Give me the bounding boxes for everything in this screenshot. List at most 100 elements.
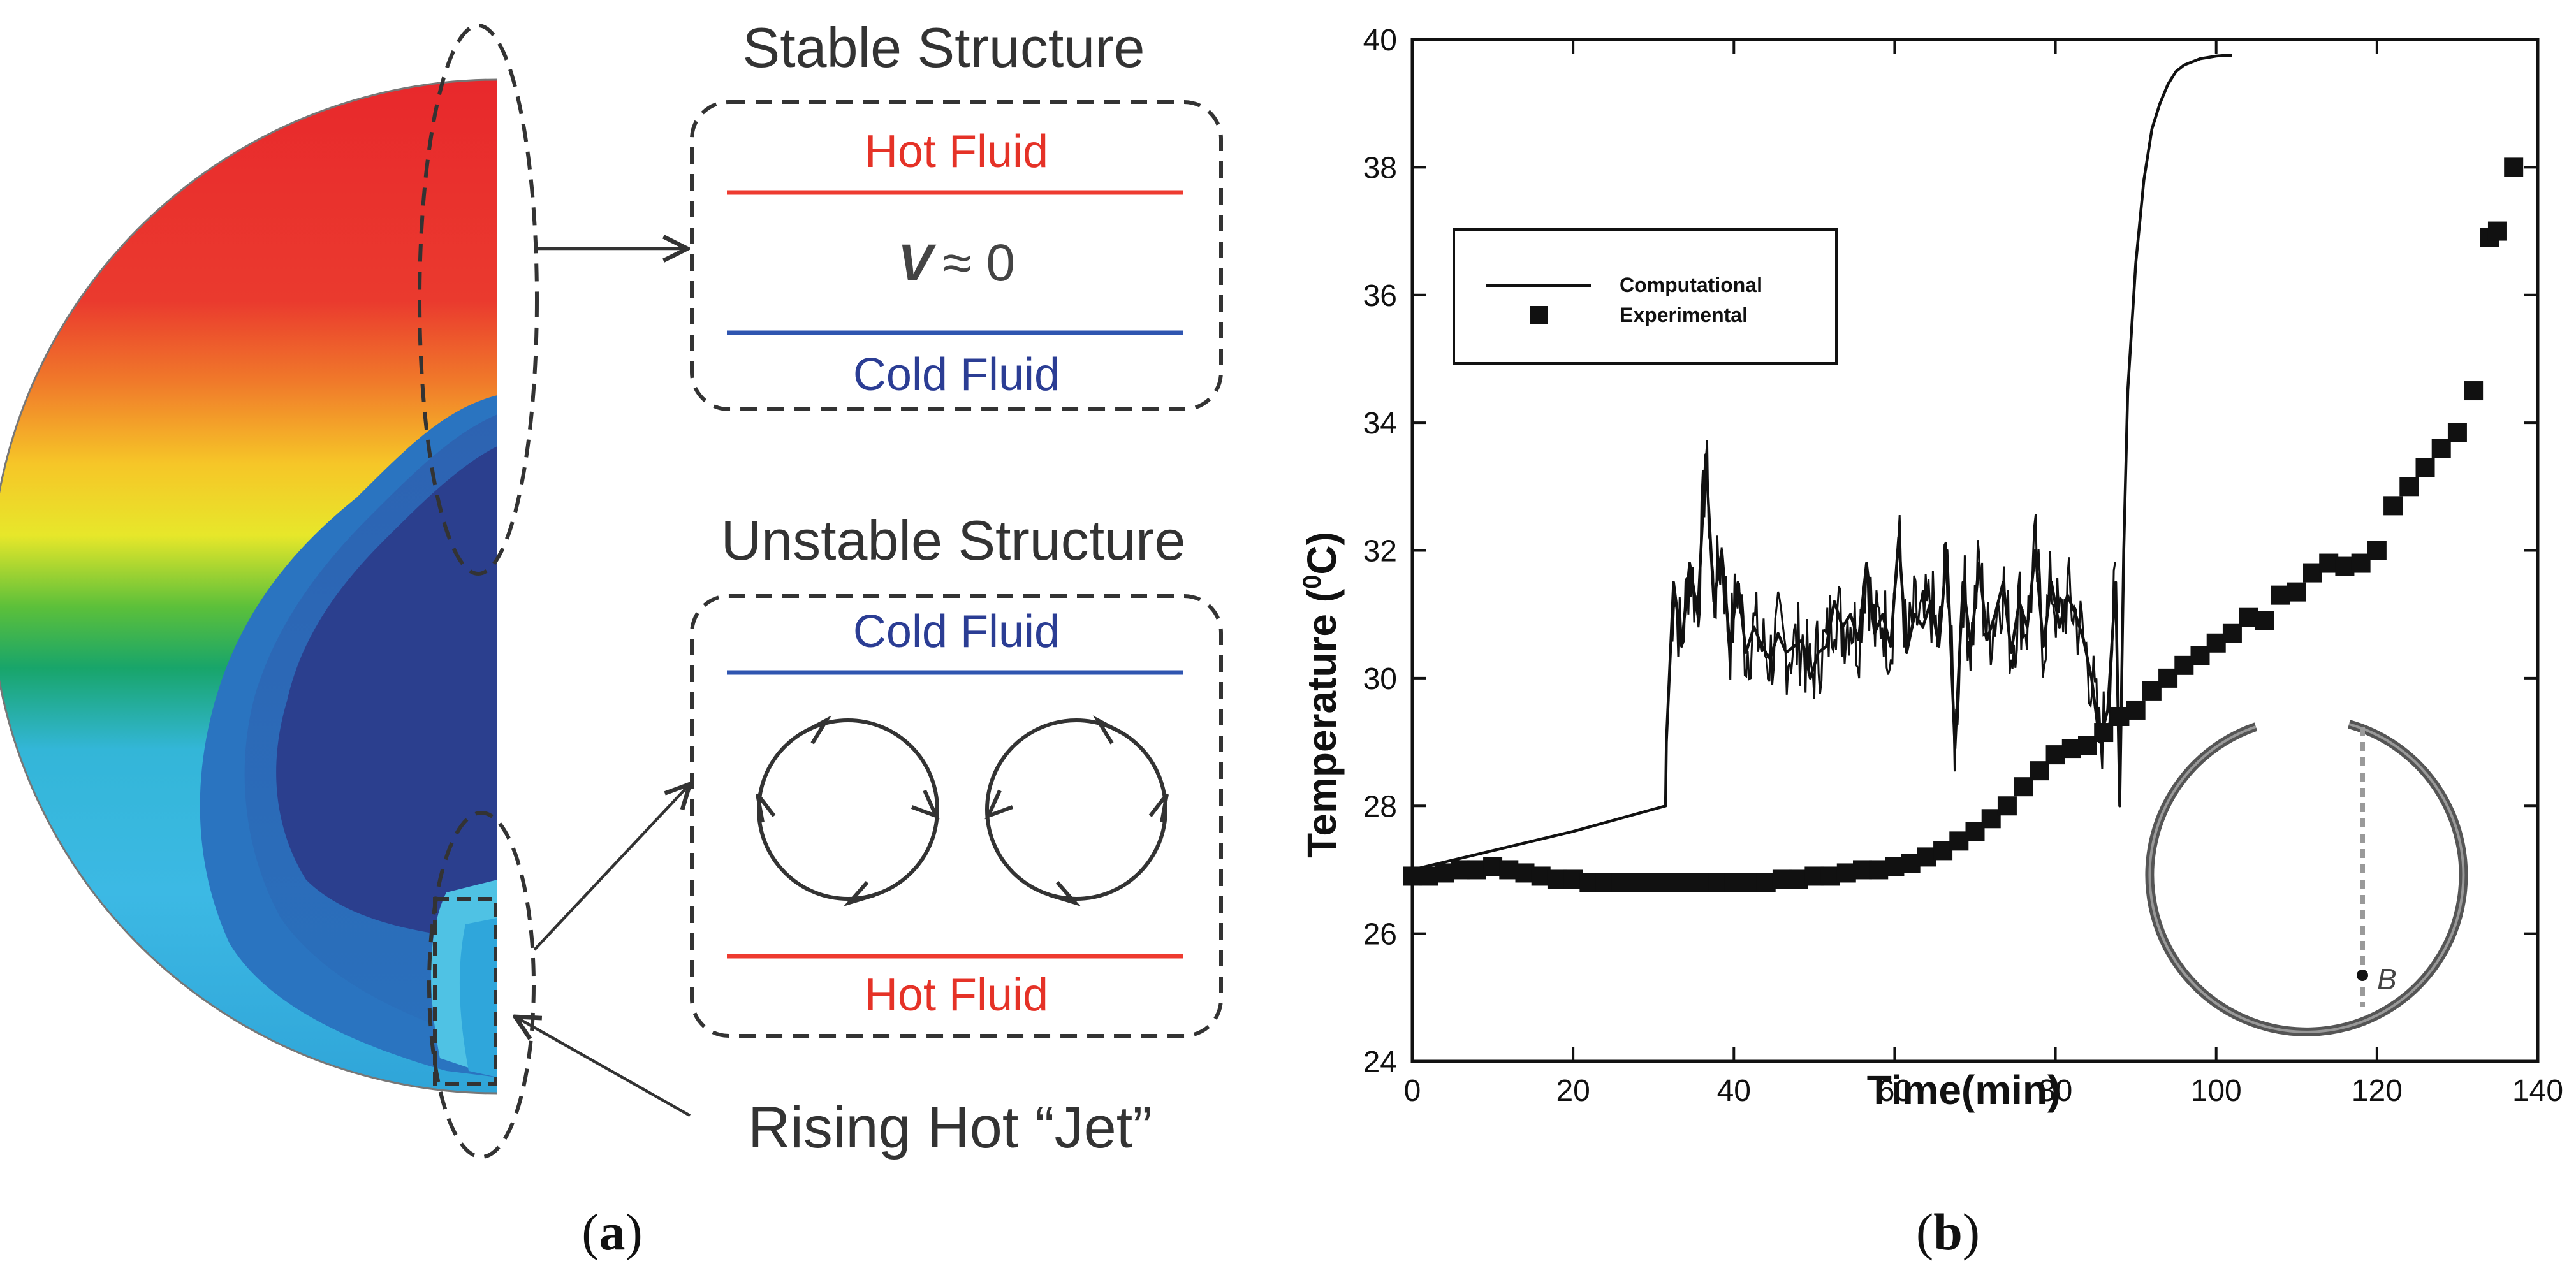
jet-arrow <box>515 1017 691 1117</box>
unstable-structure-box <box>690 594 1223 1038</box>
series-experimental-marker <box>2271 585 2290 605</box>
series-experimental-marker <box>1869 860 1889 880</box>
unstable-structure-title: Unstable Structure <box>721 509 1186 572</box>
legend: Computational Experimental <box>1453 228 1838 365</box>
series-experimental-marker <box>1419 866 1438 886</box>
unstable-hot-fluid-label: Hot Fluid <box>865 970 1048 1021</box>
probe-point-label: B <box>2377 963 2397 996</box>
y-tick-label: 28 <box>1363 790 1397 824</box>
series-experimental-marker <box>1917 847 1936 867</box>
series-experimental-marker <box>1531 866 1551 886</box>
series-experimental-marker <box>1901 854 1921 873</box>
series-experimental-marker <box>1804 866 1824 886</box>
series-experimental-marker <box>2222 623 2242 643</box>
legend-experimental-label: Experimental <box>1620 303 1748 326</box>
velocity-zero-label: V ≈ 0 <box>898 234 1015 292</box>
series-experimental-marker <box>2504 157 2524 177</box>
series-experimental-marker <box>1853 860 1872 880</box>
series-experimental-marker <box>1949 831 1969 851</box>
series-experimental-marker <box>2014 777 2033 797</box>
series-experimental-marker <box>1644 873 1664 892</box>
y-tick-label: 34 <box>1363 407 1397 440</box>
series-computational-line <box>1412 54 2232 871</box>
series-experimental-marker <box>2142 681 2162 701</box>
y-tick-label: 36 <box>1363 279 1397 313</box>
series-experimental-marker <box>2078 736 2097 755</box>
series-experimental-marker <box>2287 582 2306 602</box>
series-experimental-marker <box>1836 863 1856 883</box>
series-experimental-marker <box>2110 706 2130 726</box>
series-experimental-marker <box>1435 863 1454 883</box>
series-experimental-marker <box>1403 866 1422 886</box>
series-experimental-marker <box>1483 857 1503 876</box>
series-experimental-marker <box>2383 496 2403 516</box>
series-experimental-marker <box>2158 668 2178 688</box>
series-experimental-marker <box>2126 700 2146 720</box>
jet-caption: Rising Hot “Jet” <box>748 1095 1152 1160</box>
series-experimental-marker <box>2431 439 2451 458</box>
legend-experimental-swatch <box>1530 306 1548 324</box>
series-experimental-marker <box>1756 873 1776 892</box>
series-experimental-marker <box>2190 646 2210 665</box>
series-experimental-marker <box>2367 541 2387 560</box>
series-experimental-marker <box>1499 860 1519 880</box>
upper-highlight-ellipse <box>418 24 539 576</box>
axis-ticks: 0 20 40 60 80 100 120 140 24 26 28 30 32 34 36 38 40 <box>1363 24 2563 1108</box>
series-experimental-marker <box>1997 796 2017 816</box>
series-experimental-marker <box>2319 553 2339 573</box>
series-experimental-marker <box>2094 723 2114 743</box>
series-experimental-marker <box>1724 873 1744 892</box>
series-experimental-marker <box>2174 655 2194 675</box>
y-axis-label: Temperature (0C) <box>1298 532 1345 858</box>
convection-cell-left <box>756 715 940 906</box>
series-experimental-marker <box>1451 860 1470 880</box>
unstable-cold-fluid-label: Cold Fluid <box>853 606 1060 657</box>
series-experimental-marker <box>2335 556 2355 576</box>
series-experimental-marker <box>2061 739 2081 759</box>
x-axis-label: Time(min) <box>1867 1067 2061 1113</box>
series-experimental-marker <box>2415 458 2435 477</box>
x-tick-label: 100 <box>2191 1074 2242 1108</box>
stable-cold-fluid-label: Cold Fluid <box>853 349 1060 400</box>
y-tick-label: 32 <box>1363 535 1397 569</box>
series-experimental-marker <box>1611 873 1631 892</box>
series-experimental-marker <box>1563 869 1583 889</box>
x-tick-label: 80 <box>2038 1074 2072 1108</box>
series-experimental-marker <box>2239 607 2258 627</box>
series-experimental-marker <box>2255 611 2274 630</box>
series-experimental-marker <box>1933 841 1953 861</box>
series-experimental-marker <box>1692 873 1711 892</box>
series-experimental-marker <box>2447 423 2467 442</box>
x-tick-label: 0 <box>1404 1074 1421 1108</box>
x-tick-label: 20 <box>1556 1074 1590 1108</box>
series-experimental-marker <box>1467 860 1486 880</box>
series-computational-noise <box>1668 440 2116 772</box>
series-experimental-marker <box>1708 873 1728 892</box>
stable-structure-box <box>690 100 1223 411</box>
jet-highlight-box <box>433 897 497 1086</box>
legend-computational-label: Computational <box>1620 273 1762 296</box>
series-experimental-marker <box>2351 553 2371 573</box>
series-experimental-marker <box>2030 761 2049 781</box>
series-experimental-marker <box>2045 745 2065 765</box>
series-experimental-marker <box>1772 869 1792 889</box>
series-experimental-marker <box>1628 873 1647 892</box>
series-experimental-marker <box>1676 873 1695 892</box>
chart: 0 20 40 60 80 100 120 140 24 26 28 30 32 34 36 38 40 Tim… <box>1298 24 2563 1113</box>
series-experimental-marker <box>1789 869 1808 889</box>
series-experimental-marker <box>1740 873 1760 892</box>
pipe-ring-inset: B <box>2145 720 2468 1036</box>
panel-a-label: (a) <box>582 1203 643 1261</box>
series-experimental-marker <box>1547 869 1567 889</box>
lower-highlight-ellipse <box>427 811 536 1159</box>
y-tick-label: 26 <box>1363 918 1397 952</box>
temperature-contour <box>0 80 497 1093</box>
y-tick-label: 40 <box>1363 24 1397 57</box>
series-experimental-marker <box>1885 857 1905 876</box>
y-tick-label: 24 <box>1363 1045 1397 1079</box>
series-experimental-marker <box>2487 221 2507 241</box>
series-experimental-marker <box>1660 873 1680 892</box>
x-tick-label: 60 <box>1878 1074 1912 1108</box>
panel-b-label: (b) <box>1916 1203 1980 1261</box>
convection-cell-right <box>984 715 1169 906</box>
